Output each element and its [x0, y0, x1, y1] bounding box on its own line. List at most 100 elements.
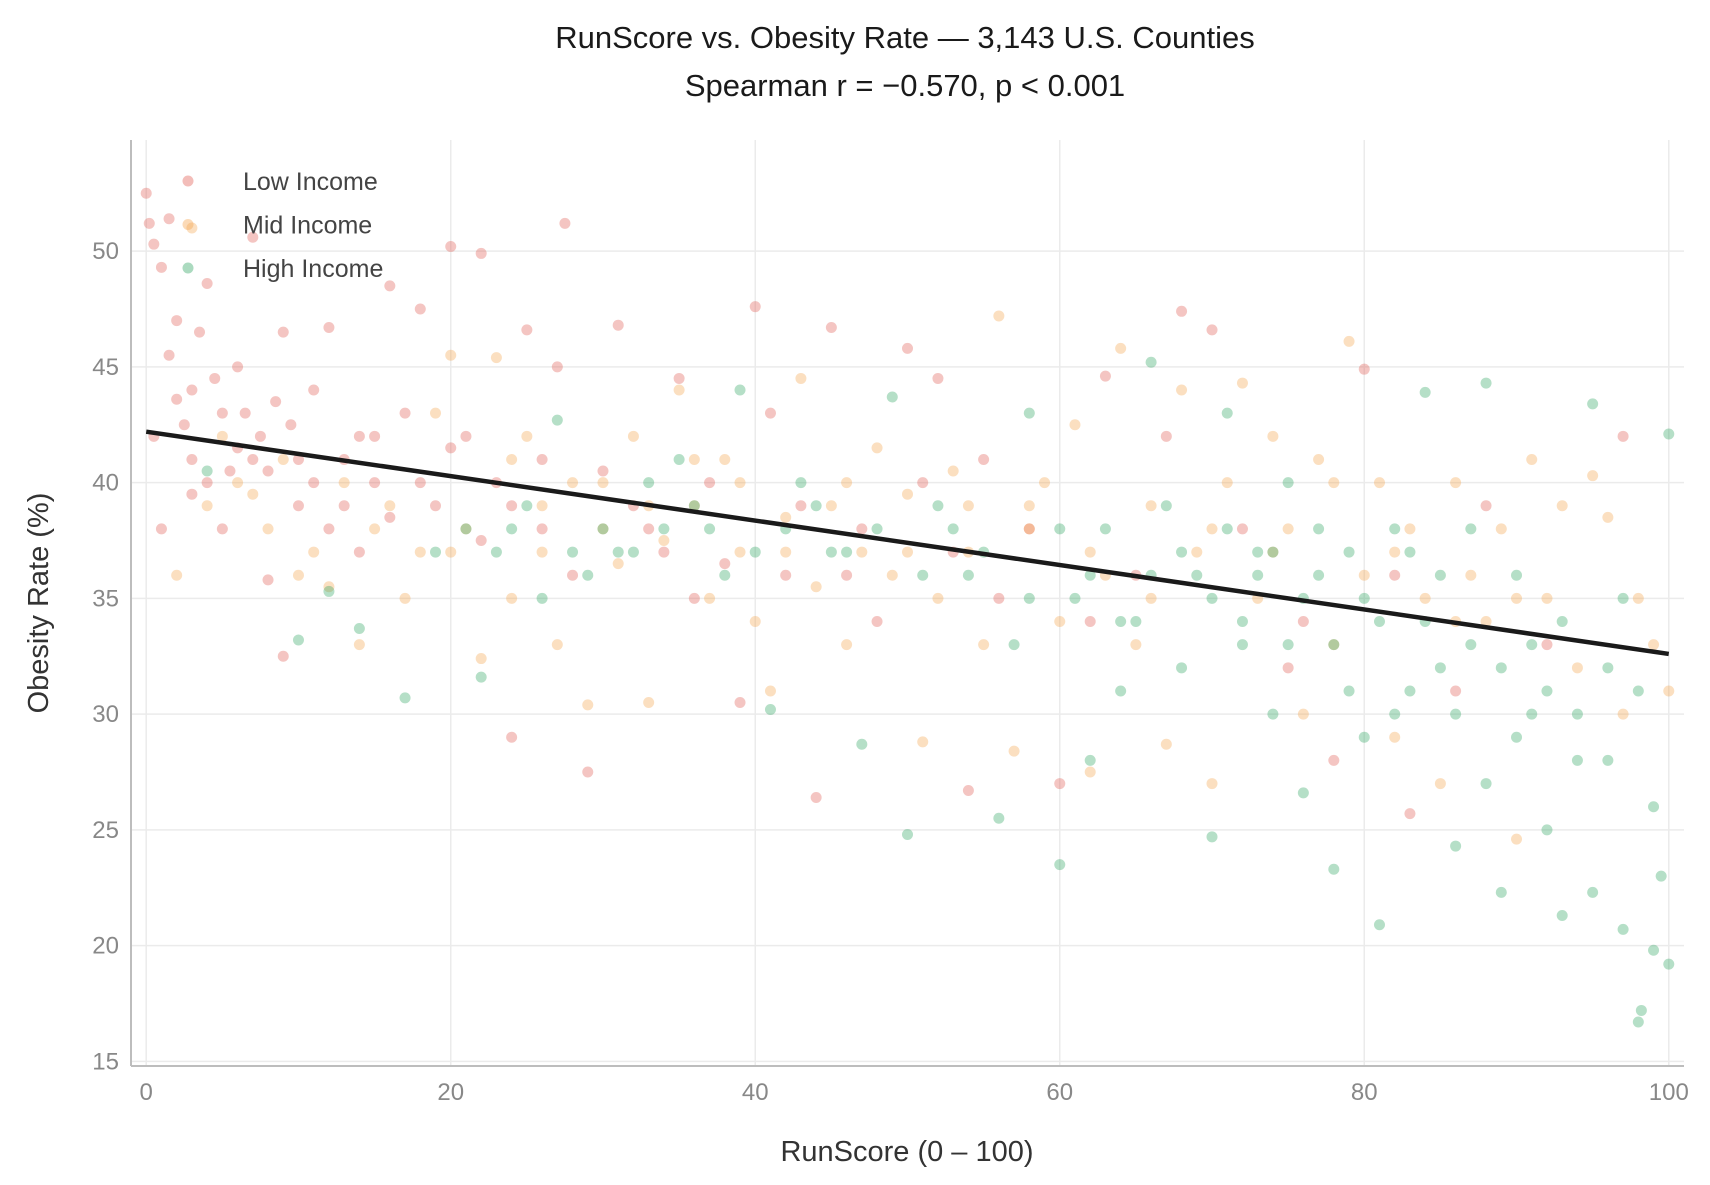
y-tick-label: 15 — [92, 1048, 119, 1075]
data-point — [688, 500, 700, 512]
data-point — [1526, 708, 1538, 720]
y-tick-label: 40 — [92, 470, 119, 497]
data-point — [1023, 592, 1035, 604]
data-point — [1236, 616, 1248, 628]
legend-marker — [182, 175, 194, 187]
data-point — [490, 546, 502, 558]
data-point — [1358, 592, 1370, 604]
data-point — [947, 465, 959, 477]
data-point — [1069, 592, 1081, 604]
data-point — [871, 523, 883, 535]
data-point — [186, 488, 198, 500]
data-point — [292, 569, 304, 581]
data-point — [506, 592, 518, 604]
data-point — [171, 393, 183, 405]
data-point — [232, 477, 244, 489]
x-tick-label: 40 — [742, 1079, 769, 1106]
data-point — [871, 616, 883, 628]
data-point — [825, 546, 837, 558]
data-point — [353, 546, 365, 558]
data-point — [551, 639, 563, 651]
data-point — [627, 430, 639, 442]
data-point — [902, 342, 913, 354]
data-point — [292, 500, 304, 512]
data-point — [947, 523, 959, 535]
data-point — [414, 477, 426, 489]
data-point — [1145, 500, 1157, 512]
data-point — [1084, 766, 1096, 778]
data-point — [247, 488, 259, 500]
data-point — [1206, 778, 1218, 790]
data-point — [780, 569, 792, 581]
chart-subtitle: Spearman r = −0.570, p < 0.001 — [685, 68, 1125, 103]
data-point — [1632, 685, 1644, 697]
data-point — [460, 523, 472, 535]
data-point — [475, 671, 487, 683]
data-point — [673, 372, 685, 384]
data-point — [1343, 335, 1355, 347]
data-point — [460, 430, 472, 442]
data-point — [1663, 685, 1675, 697]
data-point — [1556, 910, 1568, 922]
data-point — [1145, 592, 1157, 604]
data-point — [171, 315, 183, 327]
data-point — [490, 352, 502, 364]
data-point — [810, 500, 822, 512]
data-point — [1343, 546, 1355, 558]
data-point — [292, 634, 304, 646]
data-point — [1221, 523, 1233, 535]
data-point — [430, 500, 442, 512]
data-point — [1663, 428, 1675, 440]
data-point — [932, 500, 944, 512]
data-point — [308, 546, 320, 558]
data-point — [1054, 616, 1066, 628]
data-points — [140, 187, 1675, 1028]
data-point — [1434, 778, 1446, 790]
data-point — [1115, 342, 1127, 354]
data-point — [186, 453, 198, 465]
data-point — [841, 569, 853, 581]
data-point — [612, 558, 624, 570]
series-low-income — [140, 187, 1629, 820]
data-point — [962, 569, 974, 581]
data-point — [1511, 833, 1523, 845]
data-point — [1054, 859, 1066, 871]
x-tick-label: 20 — [437, 1079, 464, 1106]
data-point — [567, 477, 579, 489]
data-point — [749, 301, 761, 313]
data-point — [506, 500, 518, 512]
data-point — [856, 546, 868, 558]
data-point — [1160, 500, 1172, 512]
data-point — [353, 622, 365, 634]
data-point — [338, 500, 350, 512]
data-point — [749, 546, 761, 558]
data-point — [1434, 569, 1446, 581]
data-point — [521, 500, 533, 512]
data-point — [704, 592, 716, 604]
data-point — [673, 453, 685, 465]
data-point — [1267, 546, 1279, 558]
legend-marker — [182, 219, 194, 230]
data-point — [1358, 731, 1370, 743]
data-point — [536, 523, 548, 535]
data-point — [1084, 569, 1096, 581]
data-point — [1313, 453, 1325, 465]
data-point — [1343, 685, 1355, 697]
data-point — [704, 477, 716, 489]
data-point — [719, 569, 731, 581]
data-point — [1069, 419, 1081, 431]
data-point — [1023, 523, 1035, 535]
data-point — [962, 785, 974, 797]
data-point — [1511, 731, 1523, 743]
data-point — [1176, 546, 1188, 558]
data-point — [1282, 639, 1294, 651]
data-point — [216, 523, 228, 535]
data-point — [1404, 546, 1416, 558]
data-point — [1389, 731, 1401, 743]
data-point — [140, 187, 152, 199]
data-point — [627, 546, 639, 558]
data-point — [1526, 453, 1538, 465]
data-point — [186, 384, 198, 396]
data-point — [445, 442, 457, 454]
